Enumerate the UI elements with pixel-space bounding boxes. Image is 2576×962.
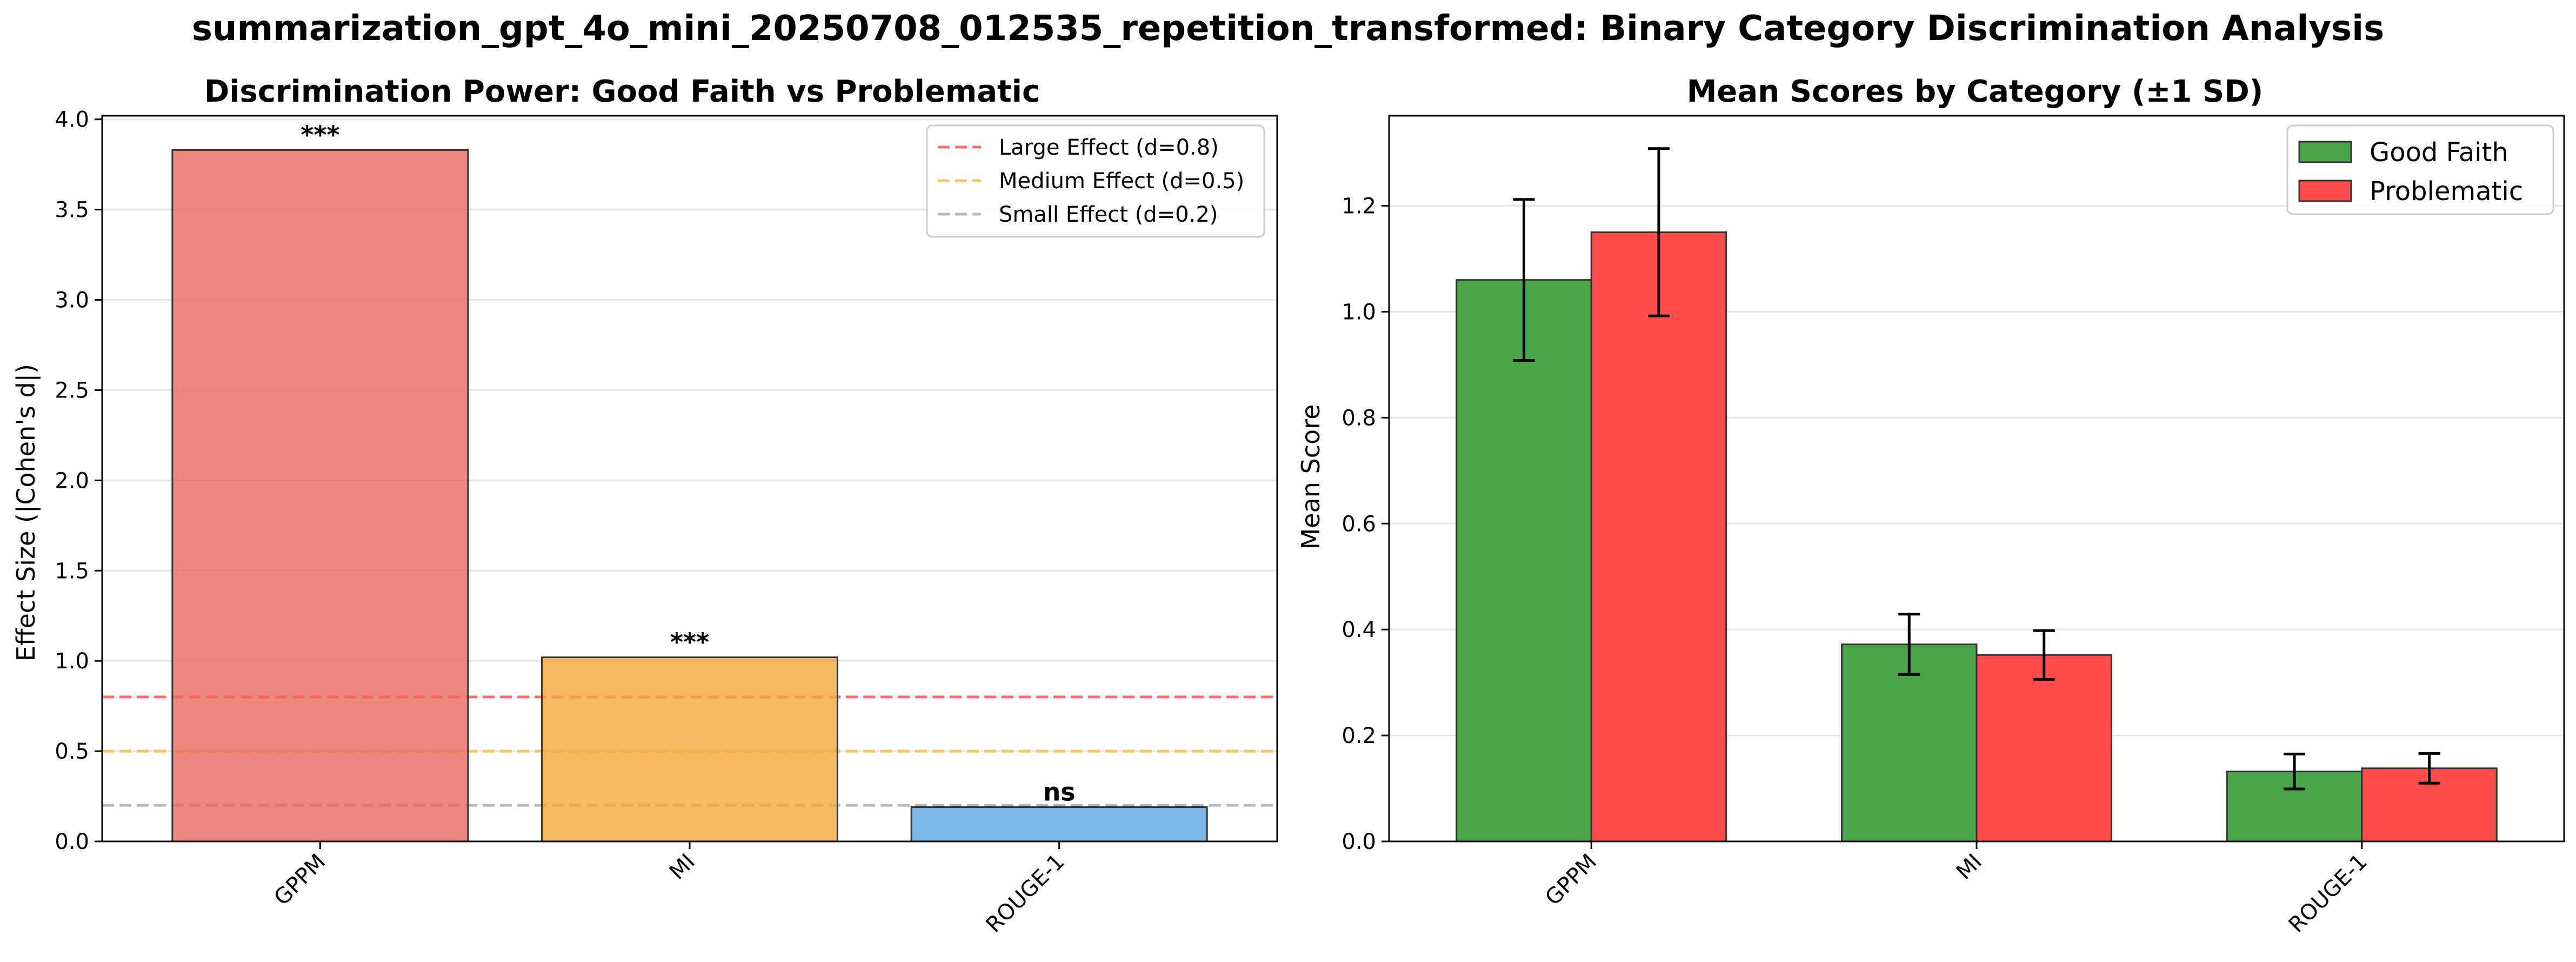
y-tick-label: 0.0 (1342, 830, 1376, 854)
y-tick-label: 4.0 (55, 108, 89, 132)
effect-size-legend-box (926, 124, 1265, 238)
effect-size-bar-gppm (171, 149, 469, 842)
effect-size-bar-rouge-1 (910, 806, 1208, 842)
y-tick-label: 0.8 (1342, 406, 1376, 430)
effect-size-axes-frame (101, 115, 1278, 842)
y-tick-label: 1.0 (1342, 300, 1376, 324)
y-tick-label: 1.5 (55, 559, 89, 583)
y-tick-label: 0.0 (55, 830, 89, 854)
y-tick-label: 1.0 (55, 649, 89, 674)
effect-size-legend: Large Effect (d=0.8) Medium Effect (d=0.5… (926, 124, 1265, 238)
significance-label: *** (670, 627, 709, 656)
y-tick-label: 3.0 (55, 288, 89, 313)
mean-scores-legend: Good Faith Problematic (2286, 124, 2554, 215)
legend-entry: Large Effect (d=0.8) (999, 135, 1219, 160)
mean-bar-problematic-mi (1976, 654, 2112, 842)
mean-scores-chart-title: Mean Scores by Category (±1 SD) (1687, 74, 2264, 109)
legend-swatch (2298, 180, 2352, 202)
significance-label: ns (1043, 778, 1076, 807)
effect-size-y-axis-label: Effect Size (|Cohen's d|) (11, 364, 41, 661)
legend-entry: Small Effect (d=0.2) (999, 202, 1218, 227)
mean-bar-problematic-gppm (1590, 231, 1727, 842)
y-tick-label: 1.2 (1342, 194, 1376, 219)
significance-labels: *** *** ns (301, 120, 1075, 806)
mean-scores-y-ticks: 0.0 0.2 0.4 0.6 0.8 1.0 1.2 (1342, 194, 1389, 854)
figure-suptitle: summarization_gpt_4o_mini_20250708_01253… (192, 9, 2384, 49)
mean-scores-y-axis-label: Mean Score (1296, 404, 1325, 550)
mean-scores-error-bars (1513, 147, 2440, 791)
significance-label: *** (301, 120, 339, 149)
effect-size-y-ticks: 0.0 0.5 1.0 1.5 2.0 2.5 3.0 3.5 4.0 (55, 108, 102, 854)
legend-swatch (2298, 141, 2352, 163)
mean-bar-good-faith-mi (1841, 643, 1978, 842)
legend-entry: Medium Effect (d=0.5) (999, 169, 1244, 194)
mean-bar-good-faith-gppm (1456, 279, 1592, 842)
y-tick-label: 2.0 (55, 468, 89, 493)
y-tick-label: 0.2 (1342, 724, 1376, 748)
effect-size-bars (171, 149, 1208, 842)
mean-scores-legend-box (2286, 124, 2554, 215)
mean-scores-panel: Mean Scores by Category (±1 SD) Mean Sco… (1296, 74, 2565, 938)
effect-size-panel: Discrimination Power: Good Faith vs Prob… (11, 74, 1278, 938)
legend-entry: Good Faith (2370, 137, 2508, 168)
y-tick-label: 0.6 (1342, 512, 1376, 536)
legend-entry: Problematic (2370, 176, 2523, 207)
y-tick-label: 0.5 (55, 739, 89, 764)
mean-scores-axes-frame (1388, 115, 2565, 842)
y-tick-label: 3.5 (55, 198, 89, 223)
effect-size-bar-mi (541, 656, 838, 842)
y-tick-label: 0.4 (1342, 618, 1376, 642)
y-tick-label: 2.5 (55, 378, 89, 403)
effect-size-chart-title: Discrimination Power: Good Faith vs Prob… (204, 74, 1040, 109)
